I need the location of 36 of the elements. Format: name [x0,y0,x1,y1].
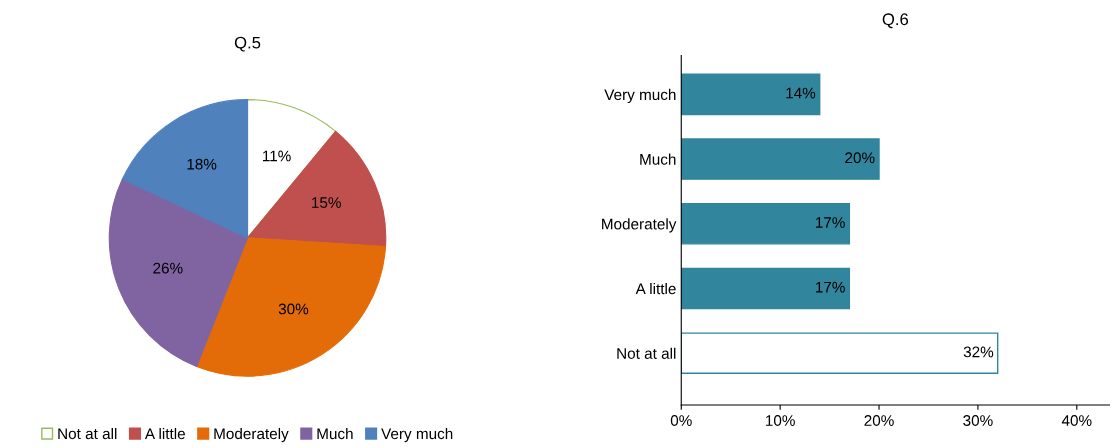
x-tick-label: 0% [670,415,692,426]
data-label: 32% [963,346,994,358]
legend-label: A little [144,427,185,440]
data-label: 20% [845,152,875,164]
legend-label: Moderately [214,427,289,443]
data-label: 18% [187,158,217,170]
pie-slice [196,237,387,377]
pie-slice [246,130,387,248]
chart-title: Q.6 [882,13,909,29]
x-tick-label: 20% [864,415,894,426]
data-label: 15% [312,197,341,208]
y-tick-label: A little [635,282,676,295]
pie-slice [108,178,249,367]
bar [681,267,851,310]
x-tick-label: 30% [963,415,993,426]
chart-title: Q.5 [234,36,261,52]
y-tick-label: Moderately [602,218,677,233]
y-tick-label: Much [640,153,676,165]
legend-label: Much [317,427,353,440]
x-tick-label: 40% [1061,415,1092,426]
bar [681,73,821,116]
y-tick-label: Not at all [617,347,676,359]
bar [681,203,851,245]
data-label: 26% [153,262,183,274]
data-label: 30% [278,303,309,315]
pie-slice [121,99,249,239]
x-tick-label: 10% [766,415,795,426]
bar [681,138,880,180]
legend-label: Not at all [58,427,117,440]
legend-label: Very much [381,427,453,443]
data-label: 17% [816,217,845,228]
data-label: 11% [263,150,291,162]
data-label: 14% [786,87,816,99]
y-tick-label: Very much [604,88,676,104]
data-label: 17% [816,281,845,293]
bar [681,332,999,374]
